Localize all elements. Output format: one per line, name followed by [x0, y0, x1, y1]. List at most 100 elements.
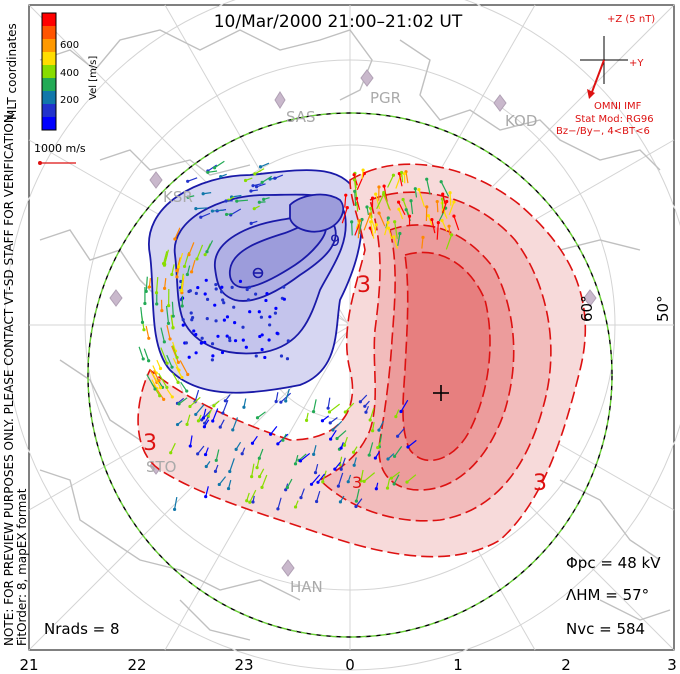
vector-origin: [181, 318, 185, 322]
velocity-vector: [329, 416, 338, 424]
contour-label: 9: [330, 231, 340, 250]
velocity-vector: [171, 264, 175, 275]
velocity-vector: [206, 240, 214, 253]
velocity-vector: [327, 397, 331, 409]
velocity-vector: [172, 372, 179, 383]
vector-origin: [155, 302, 159, 306]
velocity-vector: [400, 172, 404, 183]
velocity-vector: [442, 193, 446, 205]
velocity-vector: [353, 179, 358, 198]
contour-label: 3: [143, 431, 157, 456]
velocity-vector: [164, 254, 168, 265]
positive-cell: [137, 163, 587, 558]
velocity-vector: [179, 360, 189, 375]
velocity-vector: [384, 222, 389, 236]
station-marker-w: [109, 289, 123, 307]
velocity-vector: [355, 498, 363, 507]
coordinate-system-label: MLT coordinates: [5, 23, 19, 120]
vector-origin: [199, 341, 203, 345]
velocity-vector: [218, 476, 227, 485]
velocity-vector: [140, 307, 144, 323]
vector-origin: [154, 291, 159, 295]
vector-origin: [282, 297, 286, 301]
velocity-vector: [158, 373, 168, 388]
imf-z-label: +Z (5 nT): [607, 14, 655, 25]
vector-origin: [407, 214, 412, 218]
vector-origin: [425, 177, 429, 181]
velocity-vector: [186, 265, 191, 275]
vector-origin: [399, 170, 404, 175]
vector-origin: [352, 178, 357, 182]
velocity-vector: [374, 224, 377, 234]
velocity-vector: [257, 411, 266, 419]
velocity-vector: [356, 173, 365, 190]
vector-origin: [447, 224, 451, 228]
imf-source: OMNI IMF: [594, 101, 642, 112]
vector-origin: [222, 301, 226, 305]
velocity-vector: [378, 420, 385, 431]
vector-origin: [265, 292, 269, 296]
velocity-vector: [312, 399, 317, 412]
velocity-vector: [294, 500, 299, 508]
velocity-vector: [194, 389, 200, 402]
preview-note-line1: NOTE: FOR PREVIEW PURPOSES ONLY. PLEASE …: [2, 110, 16, 646]
mlt-tick: 22: [127, 656, 146, 674]
station-label-sas: SAS: [286, 108, 316, 126]
velocity-vector: [305, 412, 309, 421]
velocity-vector: [166, 388, 173, 398]
scale-label: 1000 m/s: [34, 142, 86, 155]
velocity-vector: [442, 209, 448, 219]
vector-origin: [254, 354, 258, 358]
imf-clock: +Z (5 nT) +Y OMNI IMF Stat Mod: RG96 Bz−…: [556, 14, 655, 137]
contour-label: 3: [533, 471, 547, 496]
velocity-vector: [334, 461, 341, 470]
vector-origin: [147, 285, 152, 289]
velocity-vector: [256, 458, 260, 468]
velocity-vector: [232, 417, 239, 431]
vector-origin: [260, 347, 264, 352]
velocity-vector: [329, 403, 341, 413]
velocity-vector: [369, 408, 375, 421]
velocity-vector: [421, 237, 424, 249]
velocity-vector: [453, 215, 460, 231]
velocity-vector: [436, 222, 439, 240]
velocity-vector: [195, 207, 208, 210]
station-marker-pgr: [360, 69, 374, 87]
vector-origin: [425, 205, 429, 209]
velocity-vector: [340, 442, 344, 449]
velocity-vector: [316, 490, 321, 502]
vector-origin: [201, 192, 205, 196]
velocity-vector: [171, 301, 174, 317]
velocity-vector: [252, 495, 255, 503]
vector-origin: [413, 187, 417, 191]
vector-origin: [246, 298, 251, 302]
velocity-vector: [243, 398, 247, 408]
mlt-tick: 21: [19, 656, 38, 674]
velocity-vector: [355, 220, 360, 230]
velocity-vector: [250, 220, 258, 224]
vector-origin: [191, 315, 195, 320]
velocity-vector: [441, 201, 448, 214]
vector-origin: [247, 285, 251, 289]
velocity-vector: [189, 435, 193, 447]
vector-origin: [259, 315, 263, 319]
velocity-vector: [145, 325, 150, 339]
vector-origin: [184, 341, 188, 345]
velocity-vector: [172, 341, 177, 352]
velocity-vector: [172, 358, 180, 371]
velocity-vector: [375, 482, 379, 489]
velocity-vector: [448, 226, 451, 236]
colorbar-label: Vel [m/s]: [88, 56, 99, 100]
vector-origin: [225, 334, 229, 338]
colorbar-tick: 600: [60, 40, 79, 51]
vector-origin: [214, 319, 218, 323]
colorbar-tick: 400: [60, 68, 79, 79]
velocity-vector: [249, 489, 257, 503]
vector-origin: [275, 331, 279, 335]
velocity-vector: [449, 192, 452, 206]
velocity-vector: [227, 479, 232, 489]
velocity-vector: [391, 471, 401, 479]
velocity-vector: [252, 183, 262, 187]
velocity-vector: [155, 276, 159, 293]
velocity-vector: [395, 409, 400, 417]
